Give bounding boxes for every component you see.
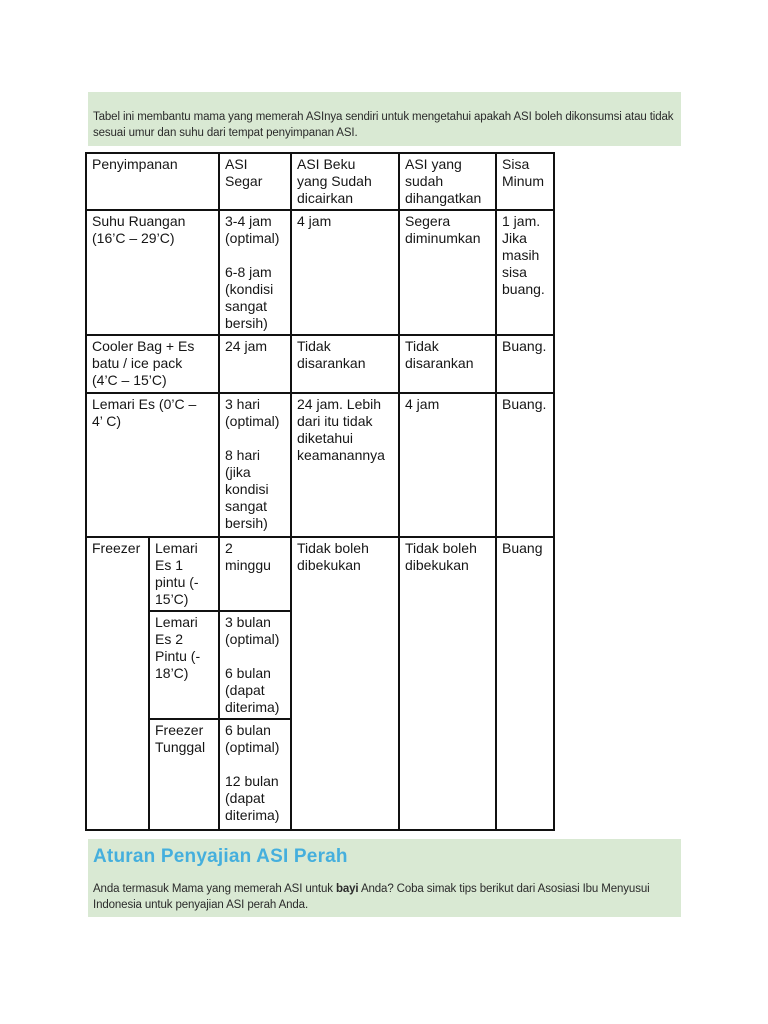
cell-storage-freezer: Freezer: [85, 536, 150, 831]
header-asi-beku: ASI Beku yang Sudah dicairkan: [290, 152, 400, 211]
cell-asi-dihangatkan: Tidak boleh dibekukan: [398, 536, 497, 831]
cell-asi-segar: 6 bulan (optimal) 12 bulan (dapat diteri…: [218, 718, 292, 831]
cell-asi-beku: Tidak disarankan: [290, 334, 400, 394]
cell-asi-beku: 4 jam: [290, 209, 400, 336]
header-sisa-minum: Sisa Minum: [495, 152, 555, 211]
cell-asi-segar: 3-4 jam (optimal) 6-8 jam (kondisi sanga…: [218, 209, 292, 336]
header-asi-dihangatkan: ASI yang sudah dihangatkan: [398, 152, 497, 211]
cell-asi-segar: 24 jam: [218, 334, 292, 394]
cell-storage-cooler-bag: Cooler Bag + Es batu / ice pack (4’C – 1…: [85, 334, 220, 394]
cell-freezer-type: Freezer Tunggal: [148, 718, 220, 831]
section-highlight-box: Aturan Penyajian ASI Perah Anda termasuk…: [88, 839, 681, 917]
section-paragraph: Anda termasuk Mama yang memerah ASI untu…: [93, 882, 675, 913]
intro-text: Tabel ini membantu mama yang memerah ASI…: [93, 111, 674, 139]
section-text-start: Anda termasuk Mama yang memerah ASI untu…: [93, 883, 336, 895]
section-title: Aturan Penyajian ASI Perah: [93, 846, 348, 867]
cell-sisa-minum: Buang.: [495, 392, 555, 538]
cell-sisa-minum: Buang: [495, 536, 555, 831]
cell-freezer-type: Lemari Es 1 pintu (- 15’C): [148, 536, 220, 612]
header-penyimpanan: Penyimpanan: [85, 152, 220, 211]
cell-asi-dihangatkan: Tidak disarankan: [398, 334, 497, 394]
table-row-freezer: Freezer Lemari Es 1 pintu (- 15’C) 2 min…: [85, 536, 555, 831]
header-asi-segar: ASI Segar: [218, 152, 292, 211]
cell-sisa-minum: 1 jam. Jika masih sisa buang.: [495, 209, 555, 336]
cell-asi-segar: 3 hari (optimal) 8 hari (jika kondisi sa…: [218, 392, 292, 538]
intro-highlight-box: Tabel ini membantu mama yang memerah ASI…: [88, 92, 681, 146]
cell-storage-lemari-es: Lemari Es (0’C – 4’ C): [85, 392, 220, 538]
asi-storage-table: Penyimpanan ASI Segar ASI Beku yang Suda…: [85, 152, 555, 831]
cell-storage-suhu-ruangan: Suhu Ruangan (16’C – 29’C): [85, 209, 220, 336]
section-text-end: Anda? Coba simak tips berikut dari Asosi…: [93, 883, 650, 911]
cell-asi-beku: Tidak boleh dibekukan: [290, 536, 400, 831]
table-row: Suhu Ruangan (16’C – 29’C) 3-4 jam (opti…: [85, 209, 555, 336]
table-row-freezer: Freezer Tunggal 6 bulan (optimal) 12 bul…: [86, 718, 554, 831]
cell-asi-dihangatkan: 4 jam: [398, 392, 497, 538]
cell-asi-segar: 2 minggu: [218, 536, 292, 612]
cell-asi-dihangatkan: Segera diminumkan: [398, 209, 497, 336]
cell-asi-segar: 3 bulan (optimal) 6 bulan (dapat diterim…: [218, 610, 292, 720]
table-row: Lemari Es (0’C – 4’ C) 3 hari (optimal) …: [85, 392, 555, 538]
cell-freezer-type: Lemari Es 2 Pintu (- 18’C): [148, 610, 220, 720]
table-header-row: Penyimpanan ASI Segar ASI Beku yang Suda…: [85, 152, 555, 211]
section-text-bold: bayi: [335, 883, 359, 895]
table-row-freezer: Lemari Es 2 Pintu (- 18’C) 3 bulan (opti…: [86, 610, 554, 720]
cell-asi-beku: 24 jam. Lebih dari itu tidak diketahui k…: [290, 392, 400, 538]
table-row: Cooler Bag + Es batu / ice pack (4’C – 1…: [85, 334, 555, 394]
cell-sisa-minum: Buang.: [495, 334, 555, 394]
